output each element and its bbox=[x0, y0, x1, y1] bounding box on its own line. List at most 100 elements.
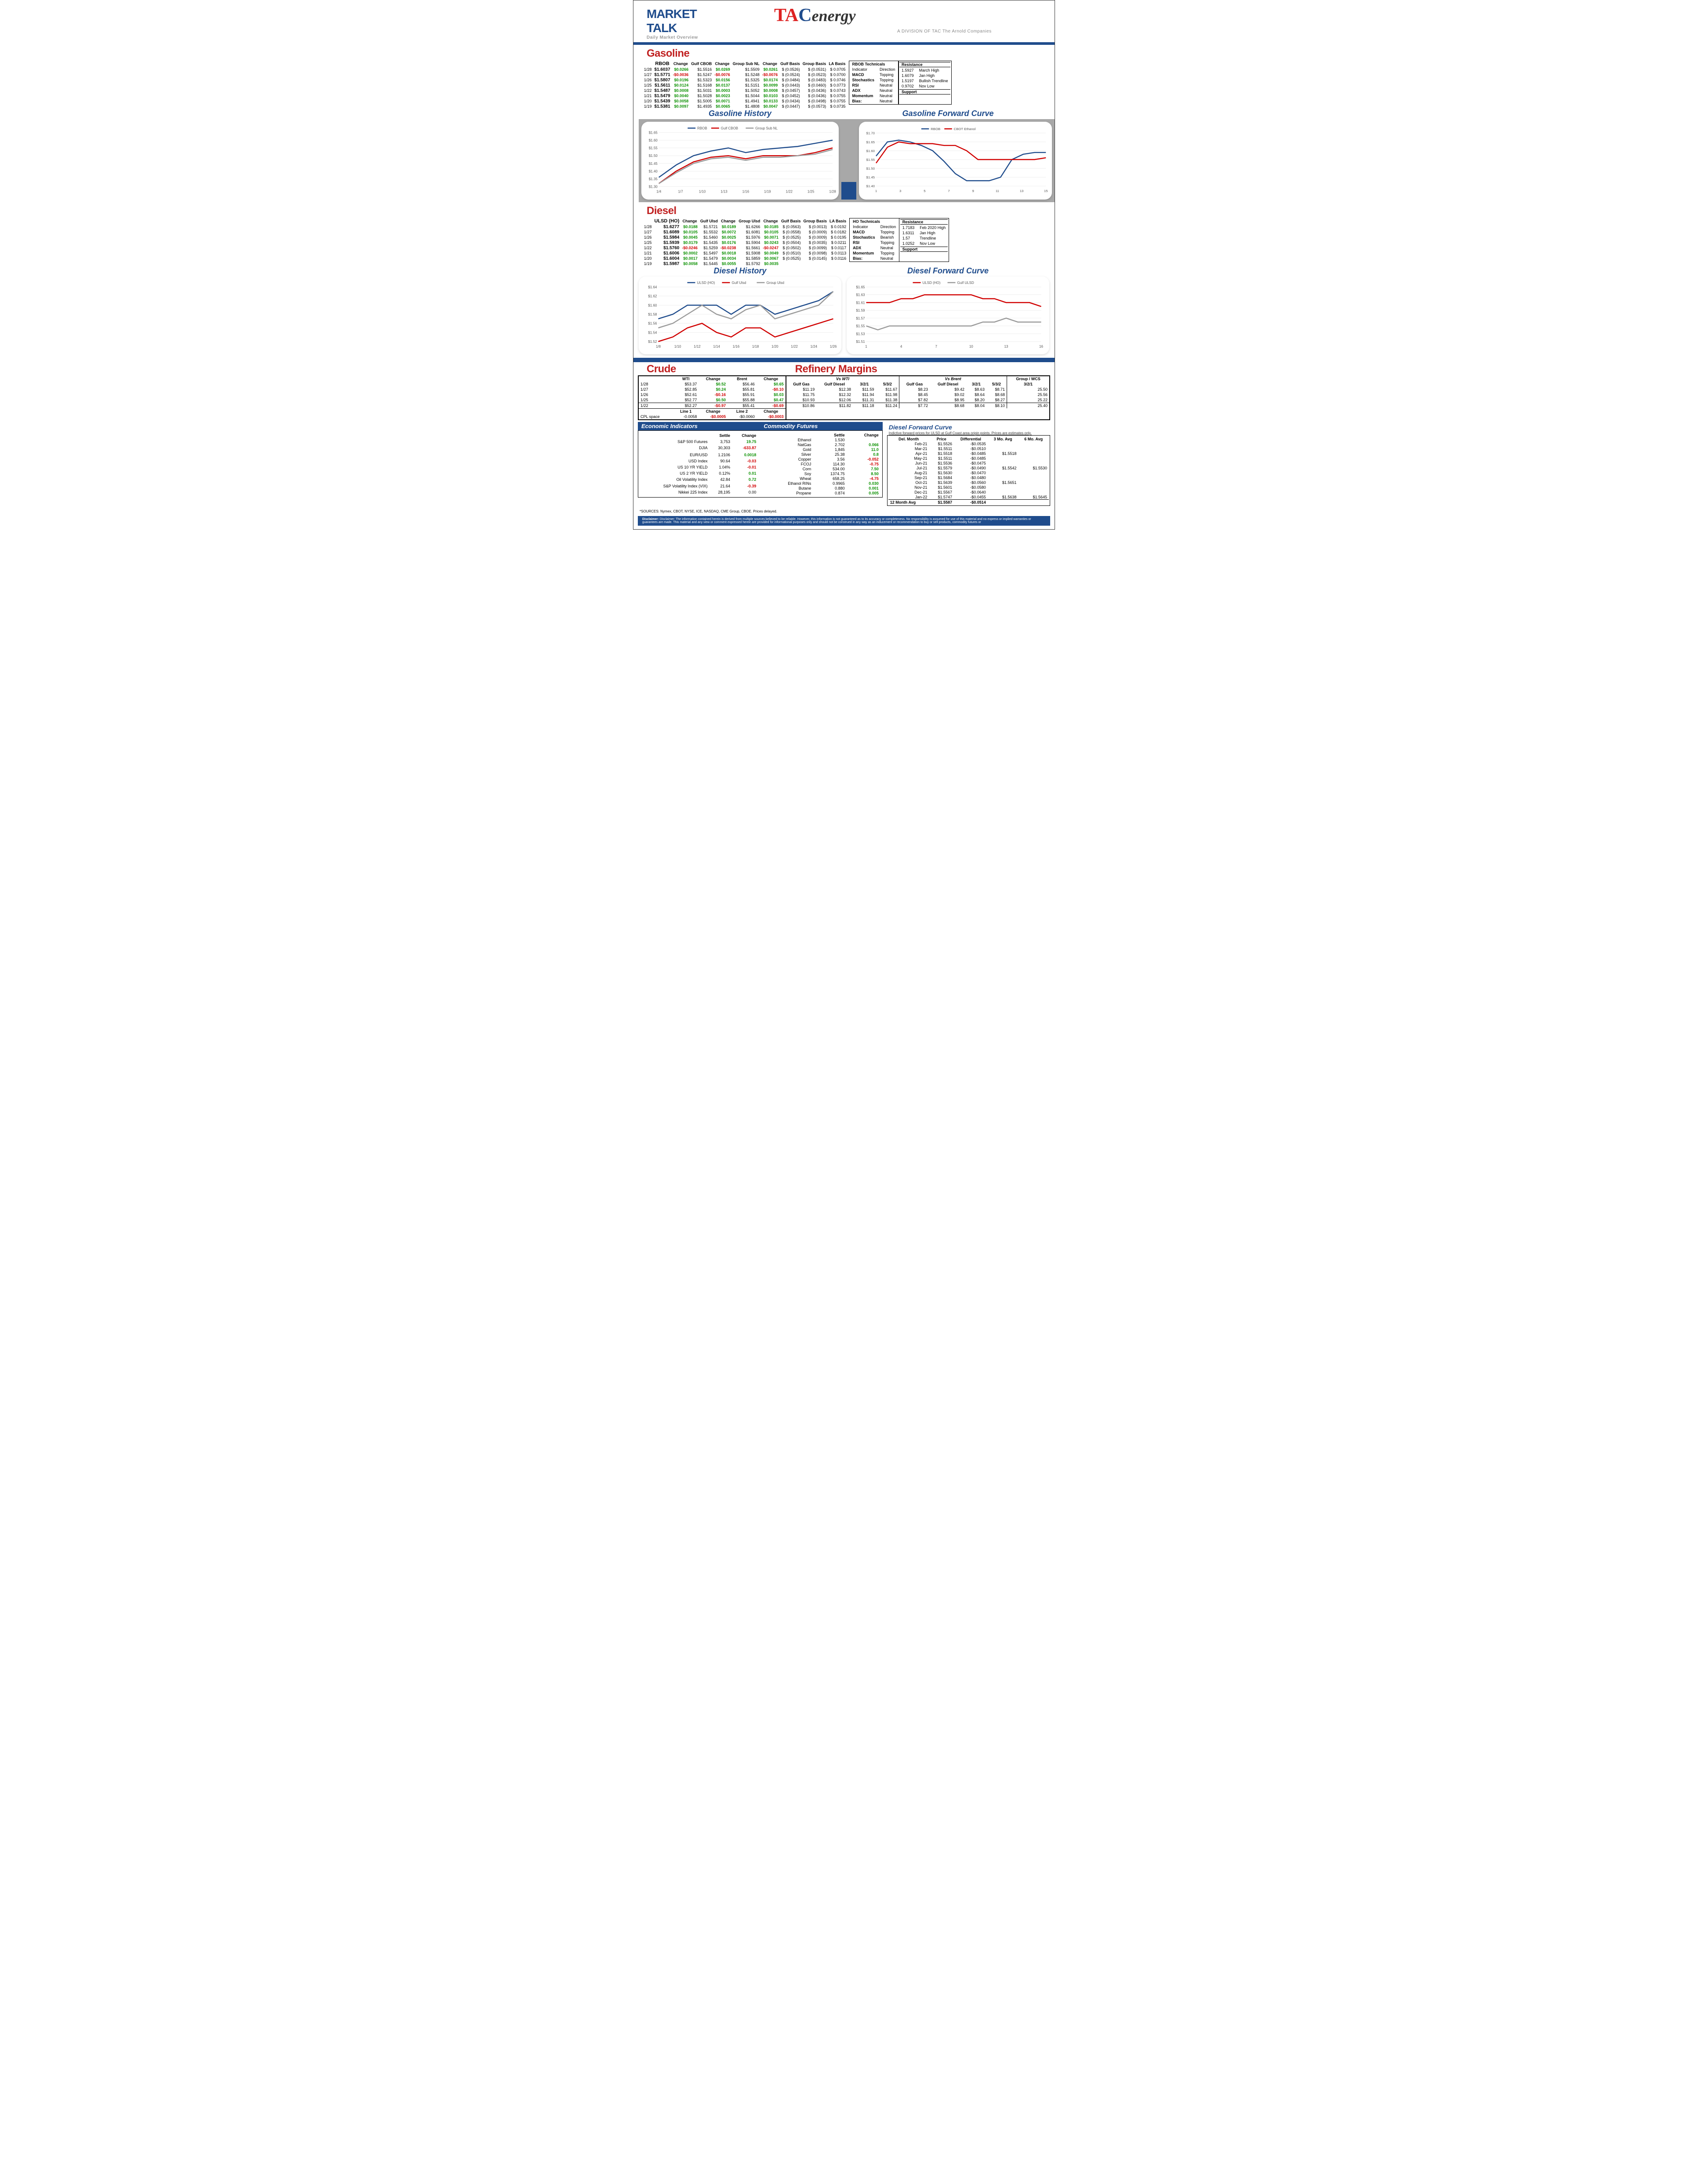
svg-text:Group Sub NL: Group Sub NL bbox=[755, 126, 778, 130]
svg-text:4: 4 bbox=[900, 345, 902, 349]
logo-market-text: MARKET bbox=[647, 7, 698, 21]
svg-text:ULSD (HO): ULSD (HO) bbox=[697, 281, 715, 285]
gasoline-price-table: RBOBChangeGulf CBOBChangeGroup Sub NLCha… bbox=[641, 61, 847, 109]
svg-text:7: 7 bbox=[935, 345, 937, 349]
market-talk-logo: MARKET TALK Daily Market Overview bbox=[647, 7, 698, 40]
svg-text:1/22: 1/22 bbox=[786, 189, 793, 193]
gasoline-fwd-bg: $1.40$1.45$1.50$1.55$1.60$1.65$1.7013579… bbox=[841, 119, 1055, 202]
svg-text:1/22: 1/22 bbox=[791, 345, 798, 349]
logo-talk-text: TALK bbox=[647, 21, 698, 35]
svg-text:$1.55: $1.55 bbox=[856, 324, 865, 328]
blue-accent-block bbox=[841, 182, 856, 200]
refinery-table: Vs WTIVs BrentGroup / WCSGulf GasGulf Di… bbox=[786, 376, 1049, 408]
svg-text:$1.65: $1.65 bbox=[649, 131, 658, 134]
svg-text:$1.50: $1.50 bbox=[649, 154, 658, 158]
svg-text:$1.51: $1.51 bbox=[856, 340, 865, 344]
tac-subtitle: A DIVISION OF TAC The Arnold Companies bbox=[897, 29, 992, 34]
gasoline-history-title: Gasoline History bbox=[639, 109, 841, 118]
svg-text:1/24: 1/24 bbox=[810, 345, 817, 349]
crude-title: Crude bbox=[647, 363, 795, 375]
svg-text:1/20: 1/20 bbox=[771, 345, 779, 349]
ho-technicals-box: HO TechnicalsIndicatorDirectionMACDToppi… bbox=[849, 218, 899, 262]
svg-text:$1.64: $1.64 bbox=[648, 285, 657, 289]
svg-text:$1.63: $1.63 bbox=[856, 293, 865, 297]
svg-text:$1.35: $1.35 bbox=[649, 177, 658, 181]
svg-text:15: 15 bbox=[1044, 189, 1048, 193]
svg-text:1/10: 1/10 bbox=[674, 345, 681, 349]
svg-text:1/19: 1/19 bbox=[764, 189, 771, 193]
svg-text:13: 13 bbox=[1004, 345, 1008, 349]
commod-header: Commodity Futures bbox=[760, 422, 882, 430]
header: MARKET TALK Daily Market Overview TACene… bbox=[633, 0, 1055, 42]
svg-text:10: 10 bbox=[969, 345, 973, 349]
divider bbox=[633, 358, 1055, 362]
svg-text:5: 5 bbox=[924, 189, 925, 193]
svg-text:$1.60: $1.60 bbox=[649, 138, 658, 142]
svg-text:3: 3 bbox=[899, 189, 901, 193]
econ-table: SettleChangeS&P 500 Futures3,75319.75DJI… bbox=[640, 432, 758, 495]
svg-text:1/18: 1/18 bbox=[752, 345, 759, 349]
svg-text:1/16: 1/16 bbox=[742, 189, 749, 193]
svg-text:1: 1 bbox=[875, 189, 877, 193]
svg-text:7: 7 bbox=[948, 189, 950, 193]
svg-text:$1.55: $1.55 bbox=[866, 158, 875, 162]
svg-text:Gulf ULSD: Gulf ULSD bbox=[957, 281, 974, 285]
svg-text:1/12: 1/12 bbox=[694, 345, 701, 349]
svg-text:$1.40: $1.40 bbox=[649, 169, 658, 173]
disclaimer: Disclaimer: Disclaimer: The information … bbox=[638, 516, 1050, 526]
diesel-fwd-chart: $1.51$1.53$1.55$1.57$1.59$1.61$1.63$1.65… bbox=[849, 279, 1047, 349]
svg-text:$1.40: $1.40 bbox=[866, 184, 875, 188]
svg-text:13: 13 bbox=[1020, 189, 1024, 193]
svg-text:CBOT Ethanol: CBOT Ethanol bbox=[954, 127, 976, 131]
svg-text:$1.56: $1.56 bbox=[648, 322, 657, 326]
svg-text:$1.57: $1.57 bbox=[856, 316, 865, 320]
svg-text:9: 9 bbox=[972, 189, 974, 193]
svg-text:$1.50: $1.50 bbox=[866, 167, 875, 171]
crude-table: WTIChangeBrentChange1/28$53.37$0.52$56.4… bbox=[639, 376, 786, 419]
diesel-history-title: Diesel History bbox=[639, 266, 841, 276]
header-divider bbox=[633, 42, 1055, 45]
svg-text:1/16: 1/16 bbox=[733, 345, 740, 349]
svg-text:$1.60: $1.60 bbox=[648, 303, 657, 307]
svg-text:1/10: 1/10 bbox=[699, 189, 706, 193]
tac-logo: TACenergy bbox=[774, 5, 856, 26]
svg-text:1/25: 1/25 bbox=[808, 189, 815, 193]
diesel-row: ULSD (HO)ChangeGulf UlsdChangeGroup Ulsd… bbox=[633, 218, 1055, 266]
svg-text:$1.65: $1.65 bbox=[856, 285, 865, 289]
svg-text:1/4: 1/4 bbox=[656, 189, 662, 193]
svg-text:$1.30: $1.30 bbox=[649, 185, 658, 189]
diesel-title: Diesel bbox=[647, 205, 1055, 217]
svg-text:1: 1 bbox=[865, 345, 867, 349]
svg-text:$1.59: $1.59 bbox=[856, 309, 865, 313]
bottom-panels: Economic Indicators Commodity Futures Se… bbox=[633, 420, 1055, 509]
refinery-title: Refinery Margins bbox=[795, 363, 877, 375]
gasoline-history-bg: $1.30$1.35$1.40$1.45$1.50$1.55$1.60$1.65… bbox=[639, 119, 841, 202]
svg-text:Gulf Ulsd: Gulf Ulsd bbox=[732, 281, 746, 285]
page: MARKET TALK Daily Market Overview TACene… bbox=[633, 0, 1055, 530]
svg-text:$1.60: $1.60 bbox=[866, 149, 875, 153]
rbob-resistance-box: Resistance1.5927March High1.6079Jan High… bbox=[898, 61, 952, 105]
svg-text:$1.65: $1.65 bbox=[866, 140, 875, 144]
svg-text:11: 11 bbox=[996, 189, 999, 193]
rbob-technicals-box: RBOB TechnicalsIndicatorDirectionMACDTop… bbox=[849, 61, 899, 105]
svg-text:1/14: 1/14 bbox=[713, 345, 720, 349]
svg-text:1/28: 1/28 bbox=[829, 189, 836, 193]
sources-note: *SOURCES: Nymex, CBOT, NYSE, ICE, NASDAQ… bbox=[633, 509, 1055, 514]
ho-resistance-box: Resistance1.7183Feb 2020 High1.6311Jan H… bbox=[899, 218, 950, 262]
svg-text:RBOB: RBOB bbox=[697, 126, 707, 130]
dfc-title: Diesel Forward Curve bbox=[889, 424, 1050, 431]
svg-text:1/7: 1/7 bbox=[678, 189, 684, 193]
svg-text:RBOB: RBOB bbox=[931, 127, 940, 131]
diesel-fwd-title: Diesel Forward Curve bbox=[847, 266, 1049, 276]
svg-text:$1.45: $1.45 bbox=[866, 175, 875, 179]
svg-text:1/13: 1/13 bbox=[720, 189, 728, 193]
svg-text:Group Ulsd: Group Ulsd bbox=[767, 281, 784, 285]
gasoline-fwd-chart: $1.40$1.45$1.50$1.55$1.60$1.65$1.7013579… bbox=[862, 124, 1049, 195]
svg-text:ULSD (HO): ULSD (HO) bbox=[923, 281, 941, 285]
svg-text:16: 16 bbox=[1039, 345, 1043, 349]
diesel-history-chart: $1.52$1.54$1.56$1.58$1.60$1.62$1.641/81/… bbox=[641, 279, 839, 349]
dfc-subtitle: Indictive forward prices for ULSD at Gul… bbox=[889, 431, 1050, 435]
crude-refinery-row: WTIChangeBrentChange1/28$53.37$0.52$56.4… bbox=[633, 375, 1055, 420]
svg-text:$1.45: $1.45 bbox=[649, 162, 658, 166]
svg-text:$1.62: $1.62 bbox=[648, 294, 657, 298]
